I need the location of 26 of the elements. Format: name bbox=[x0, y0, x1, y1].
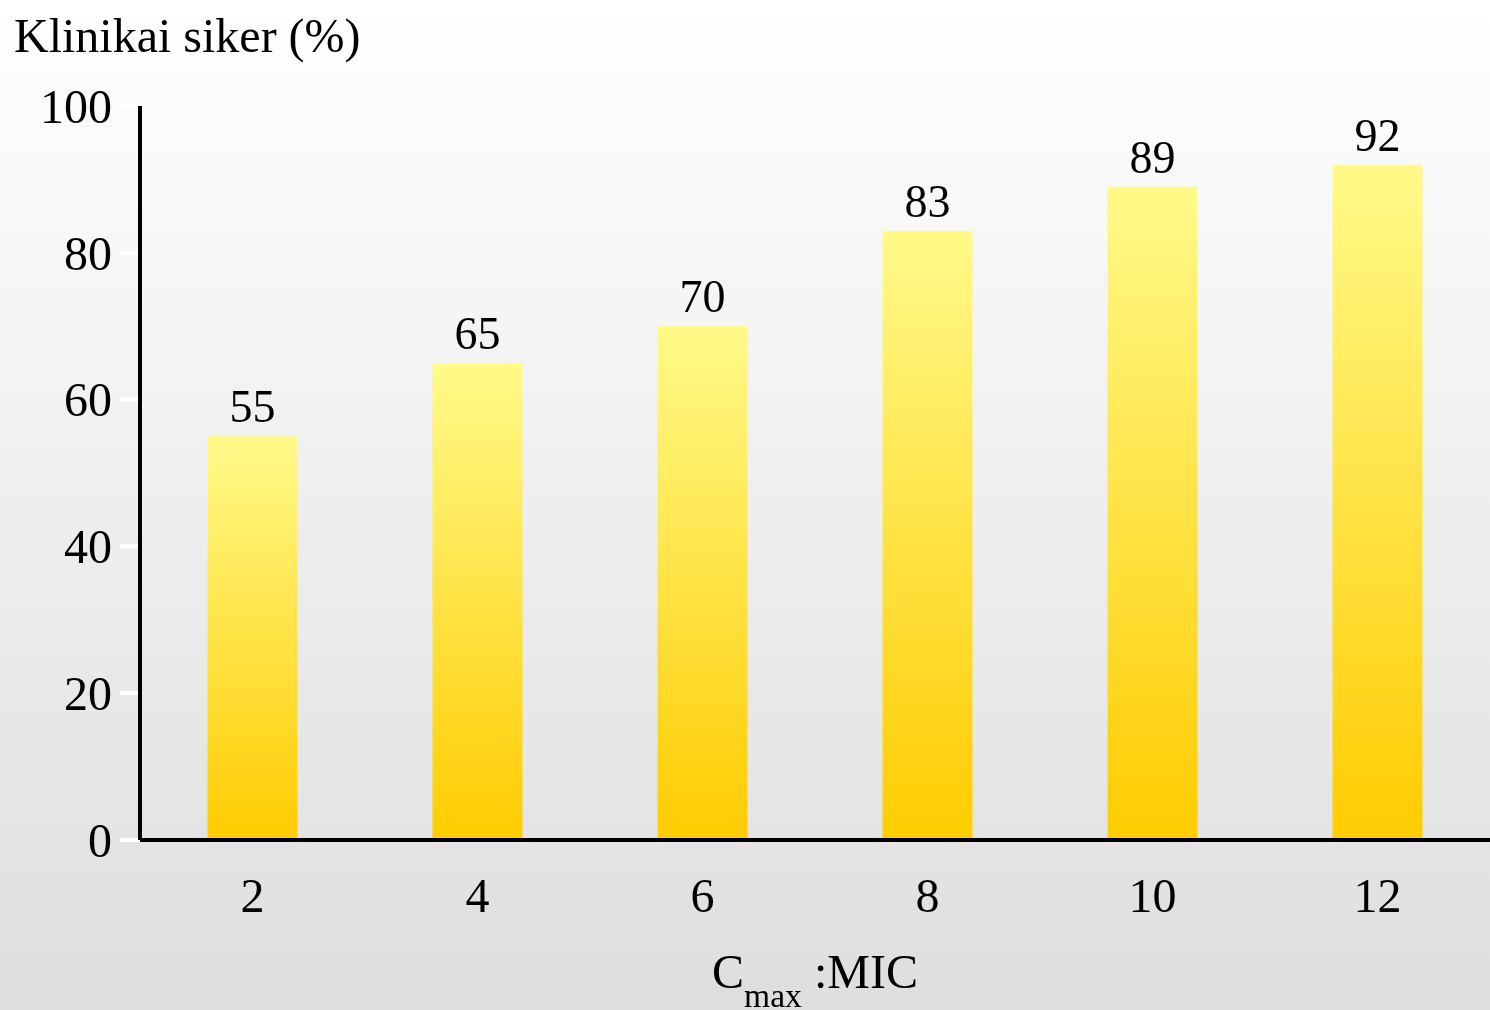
x-tick-label: 6 bbox=[690, 869, 715, 922]
x-tick-label: 8 bbox=[915, 869, 940, 922]
bar bbox=[432, 362, 523, 840]
bar bbox=[882, 230, 973, 840]
y-tick-label: 100 bbox=[40, 79, 112, 133]
data-label: 55 bbox=[229, 381, 276, 433]
x-tick-label: 12 bbox=[1353, 869, 1402, 922]
data-label: 89 bbox=[1129, 131, 1176, 183]
bar bbox=[207, 436, 298, 840]
y-tick-label: 80 bbox=[64, 226, 112, 280]
bar bbox=[1332, 164, 1423, 840]
x-axis-title: C$_{max}$ :MIC bbox=[712, 945, 918, 1010]
data-label: 70 bbox=[679, 271, 726, 323]
x-tick-label: 4 bbox=[465, 869, 490, 922]
y-tick-label: 60 bbox=[64, 373, 112, 427]
bar bbox=[1107, 186, 1198, 840]
data-label: 65 bbox=[454, 307, 501, 359]
data-label: 92 bbox=[1354, 109, 1401, 161]
bar bbox=[657, 326, 748, 840]
y-axis-title: Klinikai siker (%) bbox=[14, 9, 361, 63]
y-tick-label: 0 bbox=[88, 813, 112, 867]
x-tick-label: 10 bbox=[1128, 869, 1177, 922]
y-tick-label: 20 bbox=[64, 667, 112, 720]
data-label: 83 bbox=[904, 175, 951, 227]
y-tick-label: 40 bbox=[64, 520, 112, 574]
x-tick-label: 2 bbox=[240, 869, 265, 922]
